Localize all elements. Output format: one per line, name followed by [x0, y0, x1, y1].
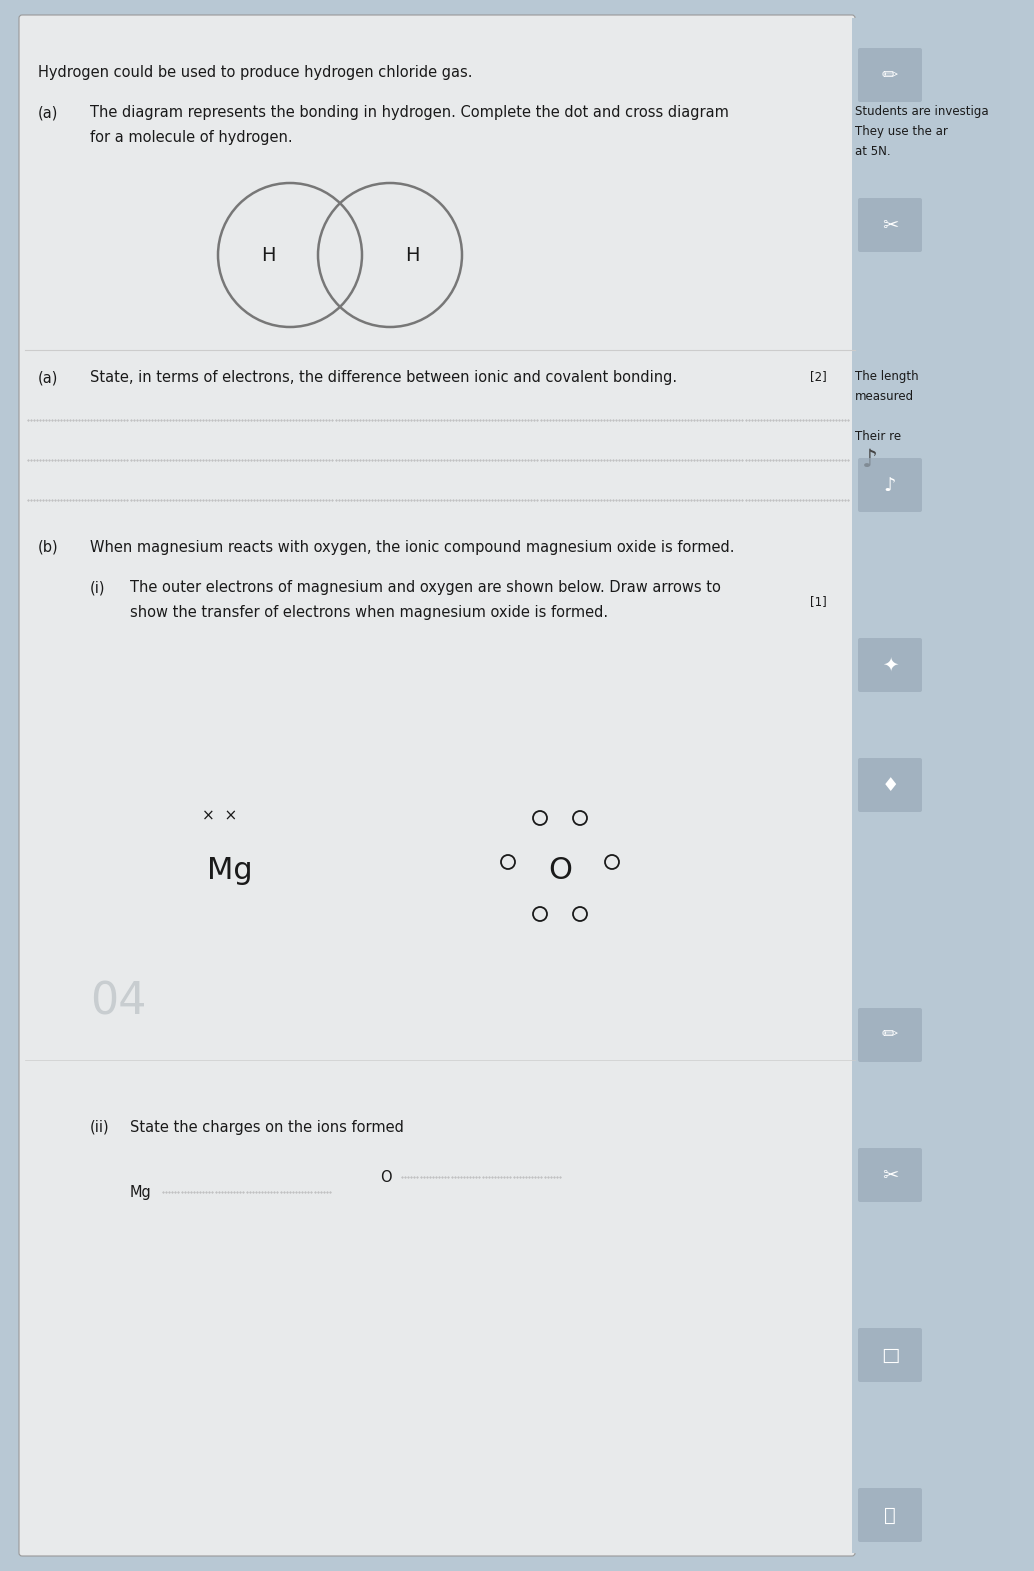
Text: (a): (a) [38, 371, 58, 385]
Text: at 5N.: at 5N. [855, 145, 890, 159]
Text: (ii): (ii) [90, 1120, 110, 1134]
FancyBboxPatch shape [858, 757, 922, 812]
Text: When magnesium reacts with oxygen, the ionic compound magnesium oxide is formed.: When magnesium reacts with oxygen, the i… [90, 540, 734, 555]
Text: The length: The length [855, 371, 918, 383]
Text: ✏: ✏ [882, 1026, 899, 1045]
Text: (i): (i) [90, 580, 105, 595]
Text: They use the ar: They use the ar [855, 126, 948, 138]
Text: Mg: Mg [207, 856, 252, 884]
Text: Students are investiga: Students are investiga [855, 105, 989, 118]
FancyBboxPatch shape [858, 1009, 922, 1062]
Text: H: H [261, 245, 275, 264]
Text: O: O [548, 856, 572, 884]
FancyBboxPatch shape [19, 16, 855, 1555]
FancyBboxPatch shape [858, 638, 922, 691]
Text: measured: measured [855, 390, 914, 404]
Text: (b): (b) [38, 540, 59, 555]
Text: H: H [404, 245, 419, 264]
FancyBboxPatch shape [858, 1148, 922, 1202]
Text: O: O [381, 1170, 392, 1185]
Text: ✂: ✂ [882, 1166, 899, 1185]
Text: State the charges on the ions formed: State the charges on the ions formed [130, 1120, 404, 1134]
Text: ♪: ♪ [862, 448, 878, 471]
Text: ✦: ✦ [882, 655, 899, 674]
FancyBboxPatch shape [858, 198, 922, 251]
Text: ✂: ✂ [882, 215, 899, 234]
Text: 04: 04 [90, 980, 147, 1023]
Text: Mg: Mg [130, 1185, 152, 1200]
Bar [852, 17, 1022, 1554]
FancyBboxPatch shape [858, 459, 922, 512]
FancyBboxPatch shape [858, 1488, 922, 1543]
Text: ♦: ♦ [881, 776, 899, 795]
Text: Their re: Their re [855, 430, 901, 443]
FancyBboxPatch shape [858, 49, 922, 102]
Text: The outer electrons of magnesium and oxygen are shown below. Draw arrows to: The outer electrons of magnesium and oxy… [130, 580, 721, 595]
Text: show the transfer of electrons when magnesium oxide is formed.: show the transfer of electrons when magn… [130, 605, 608, 621]
Text: [2]: [2] [810, 371, 827, 383]
FancyBboxPatch shape [858, 1327, 922, 1382]
Text: Ⓢ: Ⓢ [884, 1505, 895, 1524]
Text: [1]: [1] [810, 595, 827, 608]
Text: (a): (a) [38, 105, 58, 119]
Text: The diagram represents the bonding in hydrogen. Complete the dot and cross diagr: The diagram represents the bonding in hy… [90, 105, 729, 119]
Text: ✏: ✏ [882, 66, 899, 85]
Text: □: □ [881, 1345, 900, 1365]
Text: ♪: ♪ [884, 476, 896, 495]
Text: State, in terms of electrons, the difference between ionic and covalent bonding.: State, in terms of electrons, the differ… [90, 371, 677, 385]
Text: for a molecule of hydrogen.: for a molecule of hydrogen. [90, 130, 293, 145]
Text: Hydrogen could be used to produce hydrogen chloride gas.: Hydrogen could be used to produce hydrog… [38, 64, 473, 80]
Text: ×  ×: × × [203, 807, 238, 823]
